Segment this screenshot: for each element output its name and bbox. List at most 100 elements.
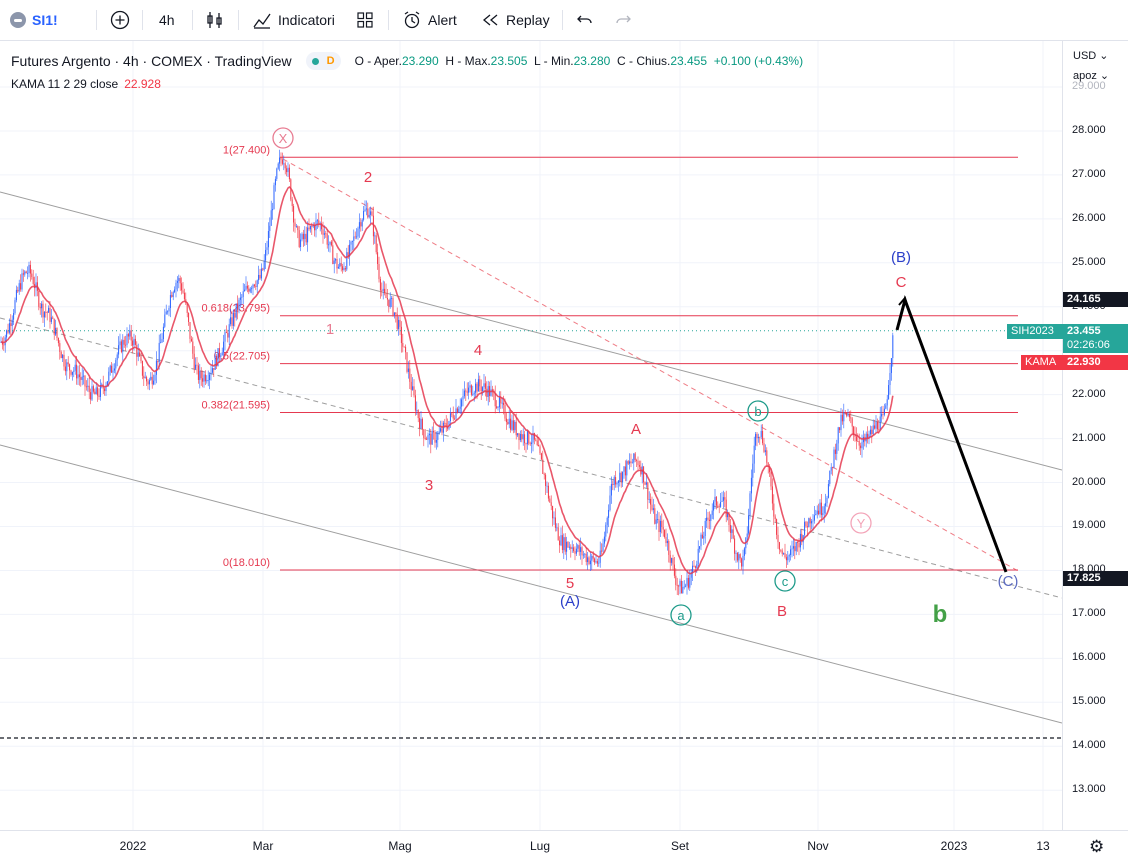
candle-body <box>542 459 544 474</box>
replay-button[interactable]: Replay <box>480 8 550 32</box>
candle-body <box>22 273 24 275</box>
candle-body <box>861 442 863 449</box>
open-value: 23.290 <box>401 54 439 68</box>
candle-body <box>563 537 565 551</box>
candle-body <box>771 486 773 504</box>
candle-body <box>294 222 296 227</box>
candle-body <box>372 215 374 237</box>
indicators-button[interactable]: Indicatori <box>252 8 335 32</box>
candle-body <box>519 433 521 441</box>
channel-lower-line[interactable] <box>0 444 1063 724</box>
symbol-search-button[interactable]: SI1! <box>10 8 58 32</box>
chart-type-button[interactable] <box>205 8 225 32</box>
resistance-trendline[interactable] <box>282 158 1021 573</box>
market-status-badge[interactable]: D <box>305 52 341 70</box>
candle-body <box>871 429 873 434</box>
candle-body <box>757 436 759 439</box>
price-chart[interactable]: 1(27.400)0.618(23.795)0.5(22.705)0.382(2… <box>0 41 1063 830</box>
projection-path[interactable] <box>895 295 1008 573</box>
candle-body <box>503 402 505 405</box>
candle-body <box>382 288 384 291</box>
candle-body <box>416 410 418 411</box>
fib-retracement[interactable]: 1(27.400)0.618(23.795)0.5(22.705)0.382(2… <box>202 144 1019 571</box>
undo-button[interactable] <box>575 8 595 32</box>
candle-body <box>790 549 792 556</box>
candle-body <box>483 383 485 388</box>
candle-body <box>314 225 316 231</box>
candle-body <box>680 580 682 594</box>
price-tick-label: 25.000 <box>1072 255 1106 268</box>
candle-body <box>28 264 30 273</box>
alert-button[interactable]: Alert <box>402 8 457 32</box>
candle-body <box>500 397 502 404</box>
candle-body <box>773 503 775 517</box>
chart-pane[interactable]: 1(27.400)0.618(23.795)0.5(22.705)0.382(2… <box>0 41 1063 830</box>
candle-body <box>69 364 71 371</box>
candle-body <box>480 386 482 392</box>
candle-body <box>553 517 555 519</box>
candle-body <box>277 163 279 169</box>
candle-body <box>147 381 149 385</box>
wave-c-paren-label: (C) <box>998 573 1019 590</box>
candle-body <box>70 370 72 375</box>
candle-body <box>830 467 832 471</box>
candle-body <box>836 443 838 454</box>
candle-body <box>473 392 475 395</box>
redo-button[interactable] <box>613 8 633 32</box>
compare-symbol-button[interactable] <box>110 8 130 32</box>
bar-countdown-label: 02:26:06 <box>1063 338 1128 353</box>
candle-body <box>728 512 730 526</box>
candle-body <box>91 386 93 400</box>
candle-body <box>360 222 362 227</box>
candle-body <box>522 434 524 440</box>
candle-body <box>813 515 815 521</box>
layouts-button[interactable] <box>356 8 374 32</box>
candle-body <box>381 290 383 292</box>
kama-legend[interactable]: KAMA 11 2 29 close 22.928 <box>11 77 161 91</box>
candle-body <box>24 271 26 275</box>
candle-body <box>515 421 517 436</box>
candle-body <box>66 362 68 372</box>
candle-body <box>239 297 241 300</box>
candle-body <box>123 339 125 345</box>
candle-body <box>399 319 401 327</box>
candle-body <box>612 484 614 486</box>
candle-body <box>661 520 663 528</box>
price-axis[interactable]: USD ⌄ apoz ⌄ 29.000 28.000 27.000 26.000 25.… <box>1007 41 1128 830</box>
candle-body <box>848 414 850 418</box>
channel-upper-line[interactable] <box>0 191 1063 471</box>
candle-body <box>364 209 366 212</box>
candle-body <box>543 473 545 475</box>
candle-body <box>256 280 258 287</box>
alarm-clock-icon <box>404 11 420 29</box>
candle-body <box>407 368 409 372</box>
currency-selector[interactable]: USD ⌄ <box>1073 49 1109 62</box>
candle-body <box>573 547 575 552</box>
candle-body <box>115 360 117 369</box>
interval-label: 4h <box>159 12 175 28</box>
scale-mode-selector[interactable]: apoz ⌄ <box>1073 69 1109 82</box>
channel-mid-line[interactable] <box>0 317 1063 599</box>
redo-icon <box>616 15 631 24</box>
candle-body <box>645 482 647 485</box>
candle-body <box>210 372 212 375</box>
candle-body <box>582 554 584 556</box>
candle-body <box>235 303 237 318</box>
candle-body <box>454 418 456 420</box>
candle-body <box>673 564 675 576</box>
candle-body <box>826 497 828 504</box>
candle-body <box>190 338 192 342</box>
time-axis[interactable]: 2022 Mar Mag Lug Set Nov 2023 13 ⚙ <box>0 830 1128 868</box>
wave-a-circle <box>670 604 692 626</box>
alert-label: Alert <box>428 12 457 28</box>
candle-body <box>272 209 274 211</box>
time-tick-label: 2023 <box>940 839 968 853</box>
candle-body <box>631 462 633 464</box>
interval-button[interactable]: 4h <box>159 8 175 32</box>
candle-body <box>414 395 416 411</box>
chart-settings-button[interactable]: ⚙ <box>1089 837 1104 857</box>
candle-body <box>672 558 674 565</box>
candle-body <box>120 341 122 352</box>
candle-body <box>868 434 870 439</box>
candle-body <box>160 342 162 344</box>
